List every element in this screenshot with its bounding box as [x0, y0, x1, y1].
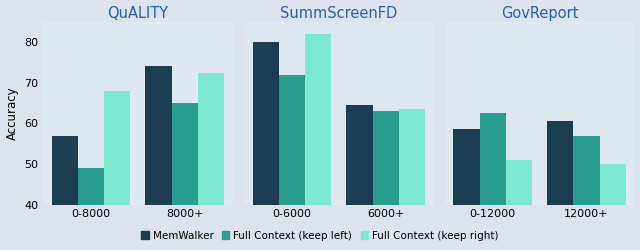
Bar — [104, 91, 131, 250]
Bar — [506, 160, 532, 250]
Bar — [573, 136, 600, 250]
Title: QuALITY: QuALITY — [108, 6, 168, 20]
Bar — [253, 42, 279, 250]
Bar — [145, 66, 172, 250]
Bar — [305, 34, 332, 250]
Bar — [372, 111, 399, 250]
Bar — [172, 103, 198, 250]
Bar — [346, 105, 372, 250]
Y-axis label: Accuracy: Accuracy — [6, 86, 19, 140]
Bar — [600, 164, 626, 250]
Title: GovReport: GovReport — [501, 6, 579, 20]
Bar — [479, 113, 506, 250]
Legend: MemWalker, Full Context (keep left), Full Context (keep right): MemWalker, Full Context (keep left), Ful… — [137, 226, 503, 245]
Bar — [52, 136, 78, 250]
Bar — [78, 168, 104, 250]
Title: SummScreenFD: SummScreenFD — [280, 6, 397, 20]
Bar — [547, 121, 573, 250]
Bar — [453, 130, 479, 250]
Bar — [198, 72, 224, 250]
Bar — [279, 74, 305, 250]
Bar — [399, 109, 425, 250]
